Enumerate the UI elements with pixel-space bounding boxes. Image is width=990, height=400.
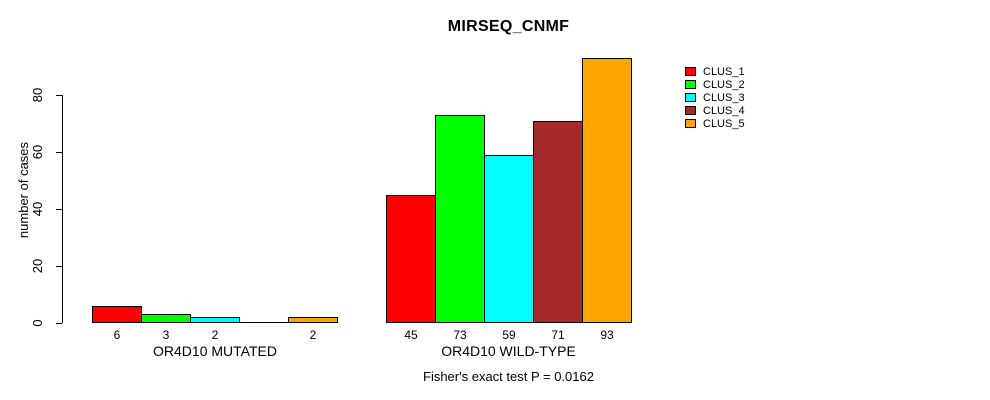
y-axis-tick-label: 0 bbox=[29, 319, 45, 327]
legend-swatch-icon bbox=[685, 80, 696, 90]
legend-item-label: CLUS_2 bbox=[703, 78, 745, 91]
bar-clus_2-group1 bbox=[435, 115, 485, 323]
bar-clus_4-group1 bbox=[533, 121, 583, 323]
legend: CLUS_1 CLUS_2 CLUS_3 CLUS_4 CLUS_5 bbox=[685, 65, 745, 130]
bar-value-label: 3 bbox=[162, 328, 170, 342]
y-axis-tick-label: 20 bbox=[29, 258, 45, 274]
y-axis-tick bbox=[56, 208, 62, 210]
bar-value-label: 45 bbox=[404, 328, 418, 342]
legend-item-clus_4: CLUS_4 bbox=[685, 104, 745, 117]
legend-item-label: CLUS_4 bbox=[703, 104, 745, 117]
legend-item-clus_2: CLUS_2 bbox=[685, 78, 745, 91]
legend-item-clus_3: CLUS_3 bbox=[685, 91, 745, 104]
y-axis-tick bbox=[56, 151, 62, 153]
y-axis-tick bbox=[56, 265, 62, 267]
legend-item-label: CLUS_1 bbox=[703, 65, 745, 78]
legend-item-clus_1: CLUS_1 bbox=[685, 65, 745, 78]
bar-clus_3-group1 bbox=[484, 155, 534, 323]
legend-swatch-icon bbox=[685, 93, 696, 103]
y-axis-label: number of cases bbox=[15, 141, 31, 239]
y-axis-tick bbox=[56, 322, 62, 324]
bar-clus_5-group0 bbox=[288, 317, 338, 323]
bar-clus_3-group0 bbox=[190, 317, 240, 323]
y-axis-tick-label: 40 bbox=[29, 201, 45, 217]
bar-clus_2-group0 bbox=[141, 314, 191, 323]
y-axis-tick-label: 60 bbox=[29, 145, 45, 160]
legend-item-clus_5: CLUS_5 bbox=[685, 117, 745, 130]
bar-clus_4-group0 bbox=[239, 322, 289, 323]
y-axis-tick-label: 80 bbox=[29, 88, 45, 103]
bar-value-label: 2 bbox=[309, 328, 317, 342]
bar-clus_1-group1 bbox=[386, 195, 436, 323]
bar-clus_1-group0 bbox=[92, 306, 142, 323]
bar-clus_5-group1 bbox=[582, 58, 632, 323]
bar-value-label: 2 bbox=[211, 328, 219, 342]
legend-swatch-icon bbox=[685, 67, 696, 77]
bar-value-label: 71 bbox=[551, 328, 565, 342]
chart-title: MIRSEQ_CNMF bbox=[447, 18, 570, 35]
legend-swatch-icon bbox=[685, 106, 696, 116]
group-label-mutated: OR4D10 MUTATED bbox=[153, 343, 277, 359]
y-axis-tick bbox=[56, 94, 62, 96]
bar-value-label: 59 bbox=[502, 328, 516, 342]
group-label-wild-type: OR4D10 WILD-TYPE bbox=[441, 343, 576, 359]
y-axis-line bbox=[62, 95, 63, 323]
bar-value-label: 6 bbox=[113, 328, 121, 342]
legend-swatch-icon bbox=[685, 119, 696, 129]
legend-item-label: CLUS_5 bbox=[703, 117, 745, 130]
bar-value-label: 73 bbox=[453, 328, 467, 342]
bar-value-label: 93 bbox=[600, 328, 614, 342]
caption: Fisher's exact test P = 0.0162 bbox=[423, 369, 594, 384]
legend-item-label: CLUS_3 bbox=[703, 91, 745, 104]
